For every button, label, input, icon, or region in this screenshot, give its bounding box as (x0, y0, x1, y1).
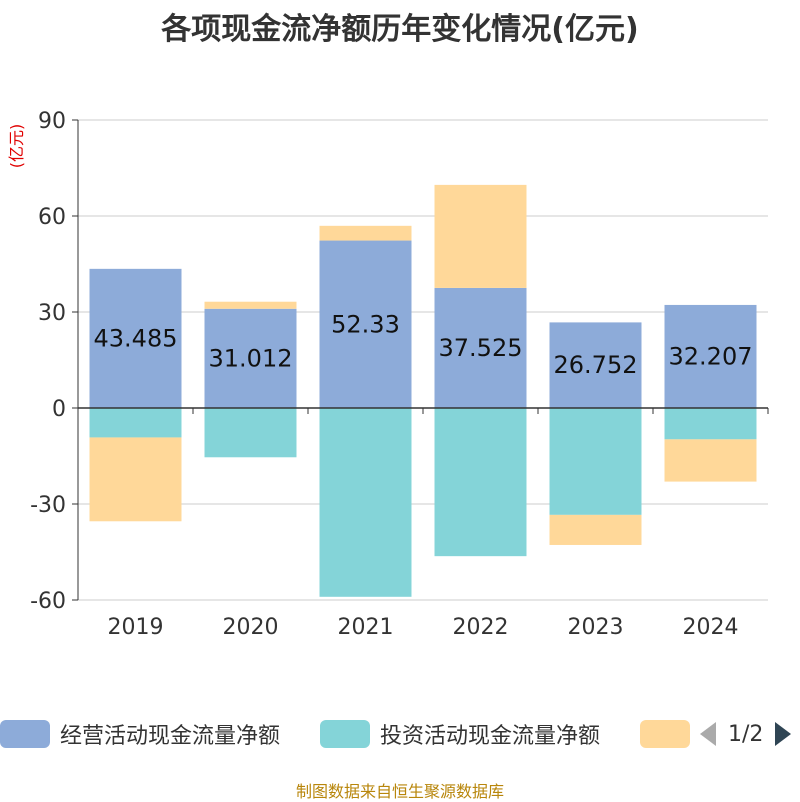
data-label-2022: 37.525 (439, 334, 523, 362)
triangle-left-icon[interactable] (698, 720, 718, 748)
bar-2022-series-2 (434, 184, 527, 288)
x-tick-label-2021: 2021 (338, 615, 394, 640)
data-label-2020: 31.012 (209, 344, 293, 372)
legend-label-operating: 经营活动现金流量净额 (60, 724, 281, 749)
bar-2019-series-1 (89, 408, 182, 438)
legend-item-operating[interactable]: 经营活动现金流量净额 (0, 716, 280, 752)
legend-page-indicator: 1/2 (728, 721, 764, 747)
y-axis-unit-label: (亿元) (7, 124, 26, 169)
legend-pager: 1/2 (698, 716, 793, 752)
axes: -60 -30 0 30 60 90 (亿元) 2019 2020 2021 2022 2023 202… (7, 109, 769, 640)
legend-item-investing[interactable]: 投资活动现金流量净额 (320, 716, 600, 752)
bar-2019-series-0 (89, 268, 182, 408)
bar-2019-series-2 (89, 437, 182, 522)
data-label-2021: 52.33 (331, 310, 400, 338)
bar-2023-series-0 (549, 322, 642, 408)
data-labels: 43.485 31.012 52.33 37.525 26.752 32.207 (94, 310, 753, 379)
grid-lines (78, 119, 768, 601)
bar-2021-series-1 (319, 408, 412, 597)
legend-swatch-investing (320, 720, 370, 748)
x-tick-label-2022: 2022 (453, 615, 509, 640)
bar-2024-series-0 (664, 304, 757, 408)
legend: 经营活动现金流量净额 投资活动现金流量净额 (0, 716, 800, 756)
bar-2021-series-0 (319, 240, 412, 408)
bar-2020-series-0 (204, 308, 297, 408)
y-tick-label: 90 (38, 109, 66, 134)
y-tick-label: 60 (38, 205, 66, 230)
x-tick-label-2023: 2023 (568, 615, 624, 640)
bar-2021-series-2 (319, 225, 412, 241)
bar-2024-series-2 (664, 439, 757, 482)
y-tick-label: 30 (38, 301, 66, 326)
bar-2020-series-1 (204, 408, 297, 458)
bar-2023-series-2 (549, 514, 642, 545)
bar-2023-series-1 (549, 408, 642, 515)
bar-series (89, 184, 757, 597)
bar-2022-series-1 (434, 408, 527, 557)
y-tick-label: -60 (30, 589, 66, 614)
legend-label-investing: 投资活动现金流量净额 (380, 724, 601, 749)
y-tick-label: -30 (30, 493, 66, 518)
legend-swatch-financing (640, 720, 690, 748)
x-tick-label-2024: 2024 (683, 615, 739, 640)
bar-2022-series-0 (434, 287, 527, 408)
source-note: 制图数据来自恒生聚源数据库 (295, 782, 504, 801)
data-label-2019: 43.485 (94, 324, 178, 352)
data-label-2024: 32.207 (669, 342, 753, 370)
bar-2020-series-2 (204, 301, 297, 309)
x-tick-label-2020: 2020 (223, 615, 279, 640)
x-tick-label-2019: 2019 (108, 615, 164, 640)
triangle-right-icon[interactable] (773, 720, 793, 748)
data-label-2023: 26.752 (554, 351, 638, 379)
legend-item-financing[interactable] (640, 716, 700, 752)
y-tick-label: 0 (52, 397, 66, 422)
legend-swatch-operating (0, 720, 50, 748)
chart-title: 各项现金流净额历年变化情况(亿元) (161, 12, 639, 47)
bar-2024-series-1 (664, 408, 757, 440)
